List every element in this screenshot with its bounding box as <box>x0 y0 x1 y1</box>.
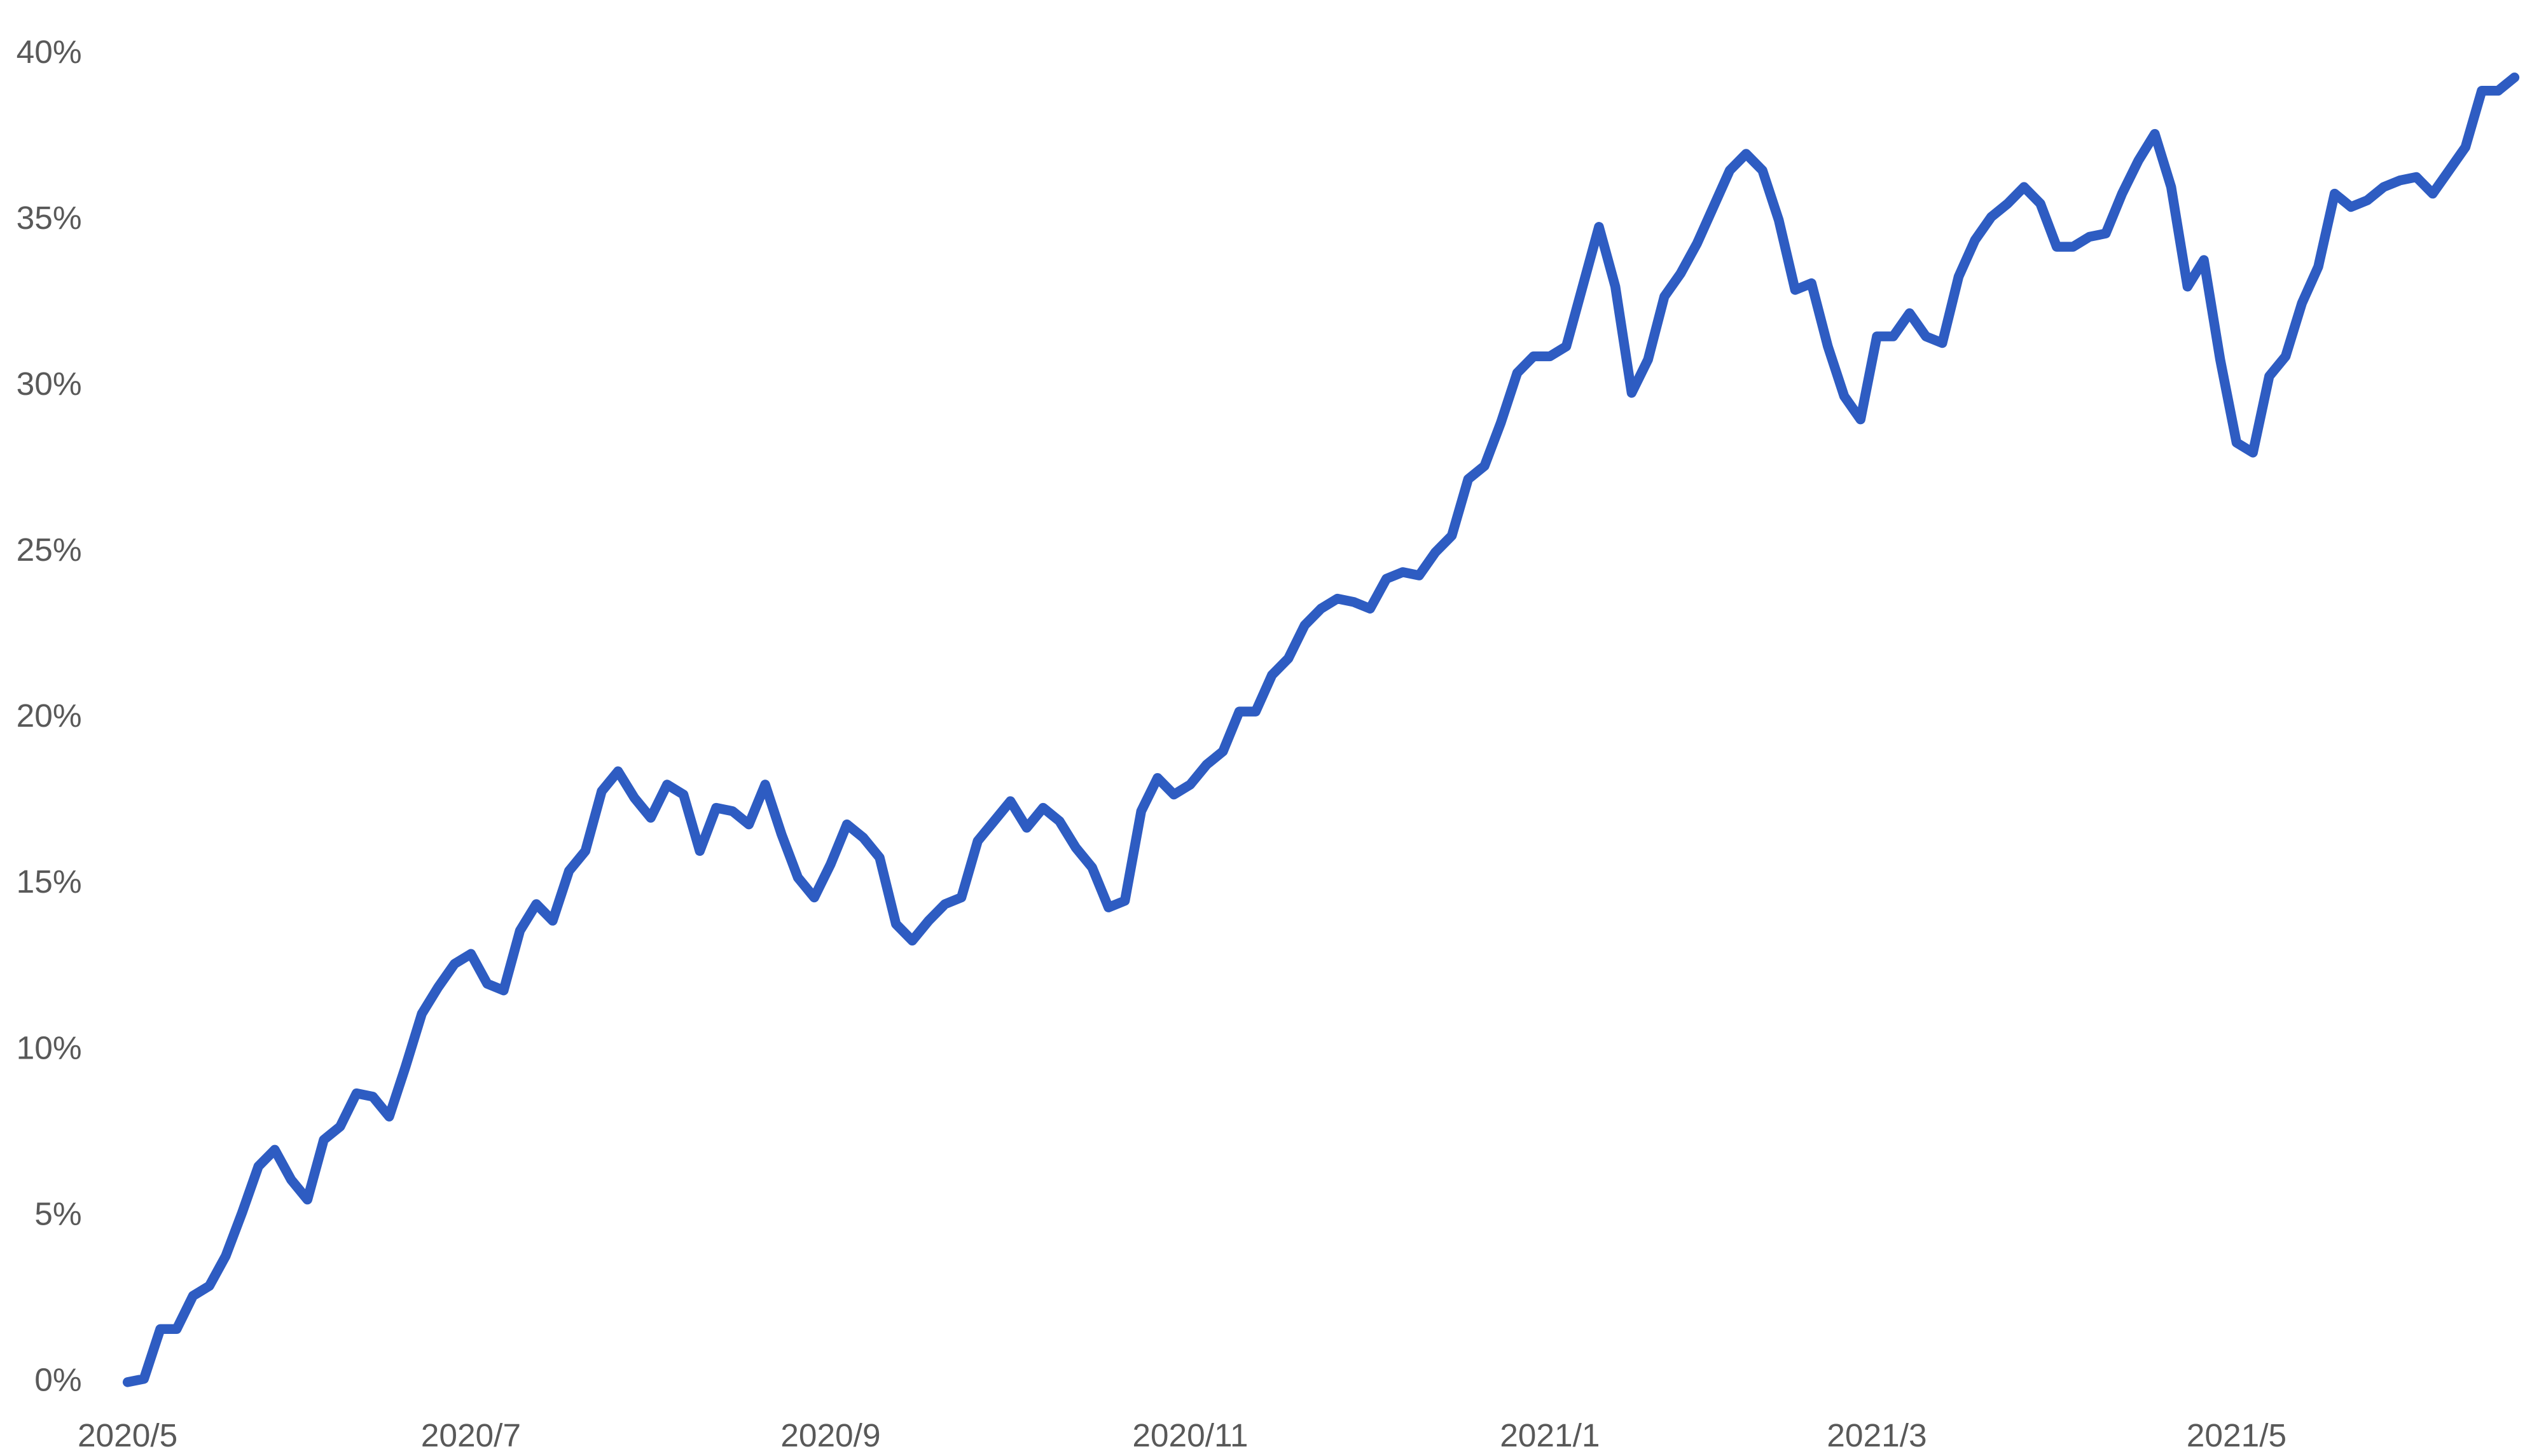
x-tick-label: 2021/1 <box>1500 1417 1600 1453</box>
y-tick-label: 5% <box>34 1195 81 1232</box>
y-tick-label: 25% <box>17 531 82 568</box>
x-tick-label: 2020/9 <box>780 1417 880 1453</box>
x-tick-label: 2021/5 <box>2187 1417 2286 1453</box>
y-tick-label: 40% <box>17 33 82 70</box>
y-tick-label: 20% <box>17 697 82 734</box>
y-tick-label: 0% <box>34 1361 81 1398</box>
x-tick-label: 2020/11 <box>1132 1417 1248 1453</box>
y-tick-label: 30% <box>17 365 82 402</box>
y-tick-label: 35% <box>17 199 82 236</box>
x-tick-label: 2020/5 <box>78 1417 177 1453</box>
data-line <box>122 72 2520 1387</box>
x-tick-label: 2021/3 <box>1827 1417 1927 1453</box>
x-tick-label: 2020/7 <box>421 1417 521 1453</box>
y-tick-label: 10% <box>17 1029 82 1066</box>
y-tick-label: 15% <box>17 863 82 900</box>
